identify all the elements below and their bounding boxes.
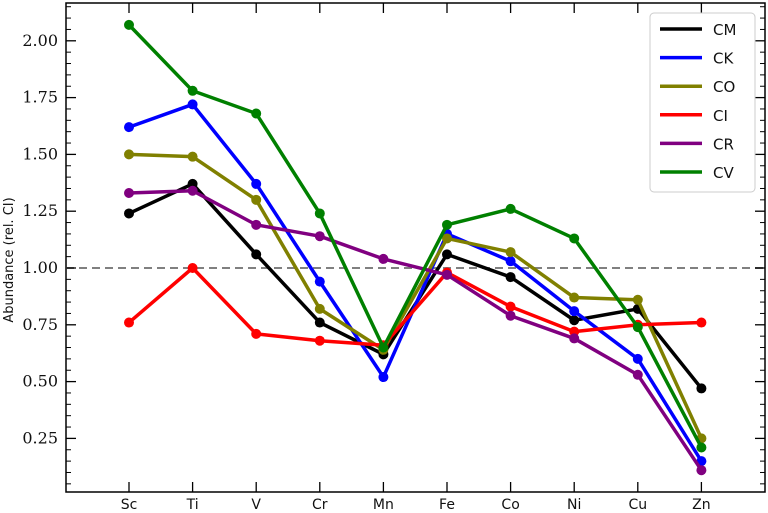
data-point (124, 188, 134, 199)
data-point (505, 247, 516, 258)
data-point (314, 317, 325, 328)
data-point (378, 253, 389, 264)
series-co (124, 149, 707, 444)
series-cv (124, 19, 707, 453)
series-cr (124, 185, 707, 476)
y-axis-tick-labels: 0.25 0.50 0.75 1.00 1.25 1.50 1.75 2.00 (22, 31, 58, 448)
data-point (314, 231, 325, 242)
plot-frame (65, 2, 766, 493)
data-point (251, 178, 262, 189)
legend-label: CI (713, 107, 728, 125)
data-point (632, 322, 643, 333)
y-tick-label: 2.00 (22, 31, 58, 50)
legend-label: CK (713, 50, 734, 68)
data-point (442, 249, 452, 260)
x-tick-label: Cr (312, 497, 328, 513)
data-point (378, 342, 389, 353)
data-point (124, 122, 134, 133)
data-point (314, 335, 325, 346)
legend-label: CV (713, 164, 734, 182)
data-point (314, 208, 325, 219)
data-point (442, 269, 452, 280)
data-point (251, 219, 262, 230)
data-point (187, 185, 198, 196)
legend-item-ck: CK (660, 50, 734, 68)
data-point (632, 353, 643, 364)
x-axis-tick-labels: Sc Ti V Cr Mn Fe Co Ni Cu Zn (121, 497, 711, 513)
data-point (124, 208, 134, 219)
data-point (505, 310, 516, 321)
data-point (505, 301, 516, 312)
data-point (124, 149, 134, 160)
legend-item-co: CO (660, 78, 735, 96)
y-axis-label: Abundance (rel. CI) (2, 197, 17, 322)
y-tick-label: 1.75 (22, 88, 58, 107)
x-tick-label: Zn (692, 497, 710, 513)
x-tick-label: Ti (186, 497, 199, 513)
data-point (442, 219, 452, 230)
data-point (251, 108, 262, 119)
y-tick-label: 1.50 (22, 144, 58, 163)
data-point (314, 303, 325, 314)
x-tick-label: Co (501, 497, 519, 513)
data-point (505, 272, 516, 283)
x-tick-label: Sc (121, 497, 138, 513)
data-point (187, 85, 198, 96)
series-layer (124, 19, 707, 476)
x-tick-label: Ni (567, 497, 581, 513)
data-point (696, 465, 707, 476)
data-point (251, 194, 262, 205)
y-tick-label: 1.25 (22, 201, 58, 220)
data-point (187, 99, 198, 110)
data-point (696, 383, 707, 394)
data-point (569, 315, 580, 326)
legend-label: CR (713, 135, 734, 153)
y-tick-label: 0.50 (22, 372, 58, 391)
data-point (569, 333, 580, 344)
y-tick-label: 1.00 (22, 258, 58, 277)
data-point (187, 151, 198, 162)
data-point (124, 317, 134, 328)
data-point (124, 19, 134, 30)
x-tick-label: V (251, 497, 261, 513)
data-point (696, 317, 707, 328)
legend-label: CO (713, 78, 735, 96)
legend: CM CK CO CI CR CV (649, 12, 756, 193)
data-point (569, 233, 580, 244)
x-tick-label: Fe (439, 497, 455, 513)
data-point (251, 328, 262, 339)
data-point (442, 233, 452, 244)
series-ci (124, 263, 707, 351)
x-tick-label: Cu (628, 497, 647, 513)
legend-item-cm: CM (660, 21, 736, 39)
y-tick-label: 0.75 (22, 315, 58, 334)
data-point (569, 292, 580, 303)
x-tick-label: Mn (373, 497, 394, 513)
data-point (632, 294, 643, 305)
data-point (251, 249, 262, 260)
axis-ticks (66, 3, 765, 492)
data-point (187, 263, 198, 273)
data-point (378, 372, 389, 383)
data-point (314, 276, 325, 287)
data-point (632, 369, 643, 380)
y-tick-label: 0.25 (22, 428, 58, 447)
data-point (569, 306, 580, 317)
data-point (696, 442, 707, 453)
legend-item-cr: CR (660, 135, 734, 153)
legend-item-ci: CI (660, 107, 728, 125)
data-point (505, 203, 516, 214)
legend-item-cv: CV (660, 164, 734, 182)
legend-label: CM (713, 21, 736, 39)
data-point (505, 256, 516, 267)
